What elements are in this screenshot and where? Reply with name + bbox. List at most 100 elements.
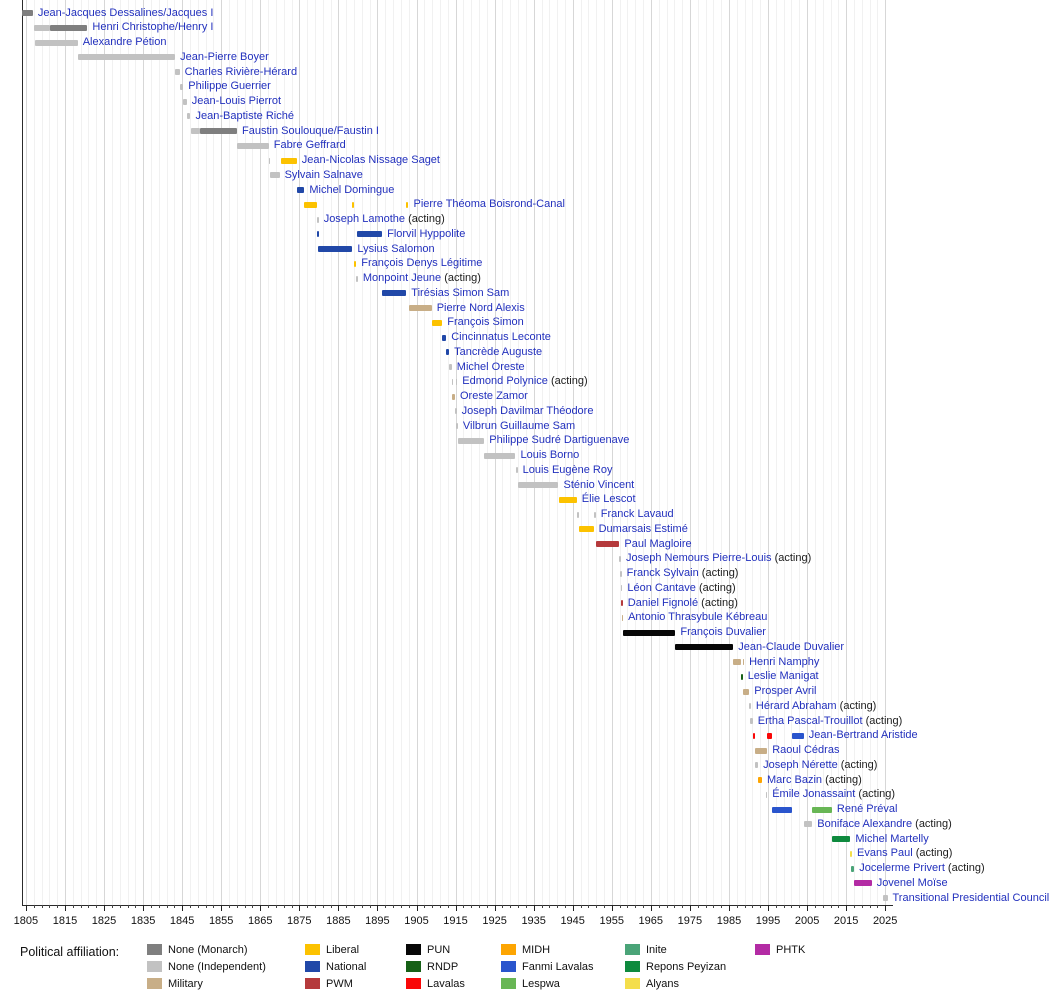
head-of-state-link[interactable]: Charles Rivière-Hérard xyxy=(184,65,298,78)
head-of-state-link[interactable]: Joseph Nérette xyxy=(763,758,838,771)
head-of-state-link[interactable]: Boniface Alexandre xyxy=(817,817,913,830)
head-of-state-link[interactable]: Élie Lescot xyxy=(581,493,636,506)
gridline-minor xyxy=(158,0,160,905)
head-of-state-link[interactable]: Jean-Pierre Boyer xyxy=(180,50,269,63)
head-of-state-link[interactable]: Léon Cantave xyxy=(627,581,696,594)
legend-swatch-alyans xyxy=(625,978,640,989)
head-of-state-link[interactable]: Sylvain Salnave xyxy=(284,168,363,181)
term-bar xyxy=(743,688,750,695)
x-axis-minor-tick xyxy=(822,905,824,908)
head-of-state-link[interactable]: Michel Oreste xyxy=(456,360,525,373)
legend-label-midh: MIDH xyxy=(522,944,551,956)
head-of-state-link[interactable]: Tirésias Simon Sam xyxy=(411,286,510,299)
head-of-state-link[interactable]: Monpoint Jeune xyxy=(362,272,442,284)
head-of-state-link[interactable]: Pierre Théoma Boisrond-Canal xyxy=(413,198,565,211)
head-of-state-link[interactable]: Joseph Lamothe xyxy=(323,213,406,225)
head-of-state-link[interactable]: Jocelerme Privert xyxy=(859,862,945,874)
head-of-state-link[interactable]: Jean-Nicolas Nissage Saget xyxy=(301,154,440,166)
head-of-state-link[interactable]: Hérard Abraham xyxy=(755,699,837,712)
row-label: Tancrède Auguste xyxy=(454,346,542,359)
x-axis-minor-tick xyxy=(588,905,590,908)
term-bar xyxy=(675,644,734,651)
head-of-state-link[interactable]: Joseph Nemours Pierre-Louis xyxy=(626,552,772,565)
head-of-state-link[interactable]: Jean-Bertrand Aristide xyxy=(808,729,918,742)
head-of-state-link[interactable]: Henri Christophe/Henry I xyxy=(92,21,214,34)
x-axis-minor-tick xyxy=(393,905,395,908)
head-of-state-link[interactable]: Antonio Thrasybule Kébreau xyxy=(628,611,768,624)
x-axis-minor-tick xyxy=(174,905,176,908)
gridline-minor xyxy=(41,0,43,905)
head-of-state-link[interactable]: Michel Martelly xyxy=(855,832,929,845)
x-axis-minor-tick xyxy=(158,905,160,908)
head-of-state-link[interactable]: René Préval xyxy=(836,803,898,815)
head-of-state-link[interactable]: Lysius Salomon xyxy=(357,242,435,255)
row-label: Jean-Claude Duvalier xyxy=(738,641,844,654)
head-of-state-link[interactable]: François Simon xyxy=(447,316,524,329)
acting-note: (acting) xyxy=(944,862,985,874)
gridline-minor xyxy=(268,0,270,905)
gridline-minor xyxy=(705,0,707,905)
head-of-state-link[interactable]: François Denys Légitime xyxy=(361,257,483,270)
head-of-state-link[interactable]: Louis Eugène Roy xyxy=(522,463,613,476)
row-label: Edmond Polynice (acting) xyxy=(462,375,587,388)
row-label: Joseph Nemours Pierre-Louis (acting) xyxy=(626,552,811,565)
head-of-state-link[interactable]: Vilbrun Guillaume Sam xyxy=(462,419,576,432)
head-of-state-link[interactable]: Ertha Pascal-Trouillot xyxy=(757,714,863,727)
head-of-state-link[interactable]: Evans Paul xyxy=(857,847,913,860)
head-of-state-link[interactable]: Philippe Guerrier xyxy=(188,80,271,93)
head-of-state-link[interactable]: Joseph Davilmar Théodore xyxy=(461,404,594,417)
head-of-state-link[interactable]: Transitional Presidential Council xyxy=(892,891,1050,904)
head-of-state-link[interactable]: Raoul Cédras xyxy=(772,744,840,756)
x-axis-minor-tick xyxy=(190,905,191,908)
head-of-state-link[interactable]: Oreste Zamor xyxy=(460,390,528,402)
head-of-state-link[interactable]: Tancrède Auguste xyxy=(454,345,543,358)
legend-label-pwm: PWM xyxy=(326,978,353,990)
head-of-state-link[interactable]: Faustin Soulouque/Faustin I xyxy=(242,124,379,137)
head-of-state-link[interactable]: Philippe Sudré Dartiguenave xyxy=(489,434,630,447)
gridline-minor xyxy=(783,0,785,905)
head-of-state-link[interactable]: François Duvalier xyxy=(680,626,766,638)
head-of-state-link[interactable]: Edmond Polynice xyxy=(462,375,548,388)
gridline-minor xyxy=(518,0,519,905)
x-axis-minor-tick xyxy=(80,905,82,908)
head-of-state-link[interactable]: Franck Sylvain xyxy=(626,567,699,579)
head-of-state-link[interactable]: Leslie Manigat xyxy=(747,670,819,683)
head-of-state-link[interactable]: Jovenel Moïse xyxy=(876,876,948,889)
row-label: Pierre Théoma Boisrond-Canal xyxy=(414,198,565,211)
head-of-state-link[interactable]: Paul Magloire xyxy=(624,537,692,550)
x-axis-major-tick xyxy=(25,905,27,911)
head-of-state-link[interactable]: Prosper Avril xyxy=(754,685,817,697)
row-label: Sténio Vincent xyxy=(564,479,635,492)
x-axis-tick-label: 1995 xyxy=(755,915,781,927)
term-bar xyxy=(749,718,753,724)
row-label: Franck Sylvain (acting) xyxy=(627,567,739,580)
head-of-state-link[interactable]: Dumarsais Estimé xyxy=(598,522,688,535)
head-of-state-link[interactable]: Franck Lavaud xyxy=(600,508,674,520)
head-of-state-link[interactable]: Louis Borno xyxy=(520,449,580,461)
term-bar xyxy=(484,452,516,459)
x-axis-major-tick xyxy=(494,905,496,911)
row-label: François Duvalier xyxy=(680,626,766,639)
x-axis-minor-tick xyxy=(57,905,59,908)
gridline-minor xyxy=(822,0,824,905)
head-of-state-link[interactable]: Henri Namphy xyxy=(749,655,820,668)
gridline-decade xyxy=(416,0,418,905)
head-of-state-link[interactable]: Émile Jonassaint xyxy=(772,788,856,801)
head-of-state-link[interactable]: Marc Bazin xyxy=(767,773,823,786)
head-of-state-link[interactable]: Cincinnatus Leconte xyxy=(451,331,551,343)
head-of-state-link[interactable]: Pierre Nord Alexis xyxy=(436,301,525,314)
head-of-state-link[interactable]: Daniel Fignolé xyxy=(627,596,699,609)
legend-label-inite: Inite xyxy=(646,944,667,956)
head-of-state-link[interactable]: Jean-Jacques Dessalines/Jacques I xyxy=(37,6,214,19)
head-of-state-link[interactable]: Jean-Claude Duvalier xyxy=(738,640,845,653)
head-of-state-link[interactable]: Sténio Vincent xyxy=(563,478,635,491)
head-of-state-link[interactable]: Florvil Hyppolite xyxy=(387,227,466,240)
gridline-minor xyxy=(869,0,871,905)
legend-swatch-lavalas xyxy=(406,978,421,989)
gridline-minor xyxy=(666,0,668,905)
head-of-state-link[interactable]: Alexandre Pétion xyxy=(82,36,167,48)
head-of-state-link[interactable]: Jean-Louis Pierrot xyxy=(191,95,282,107)
head-of-state-link[interactable]: Jean-Baptiste Riché xyxy=(195,109,294,122)
head-of-state-link[interactable]: Michel Domingue xyxy=(309,183,395,196)
head-of-state-link[interactable]: Fabre Geffrard xyxy=(273,139,346,152)
